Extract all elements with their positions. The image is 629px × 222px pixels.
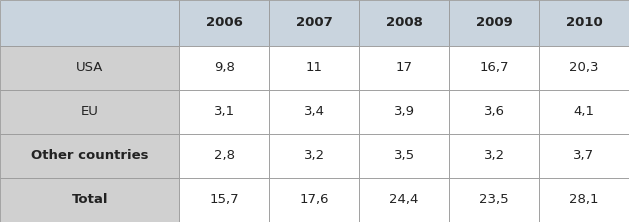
Bar <box>359 178 449 222</box>
Text: 2008: 2008 <box>386 16 423 29</box>
Text: Other countries: Other countries <box>31 149 148 162</box>
Text: USA: USA <box>76 61 103 74</box>
Bar <box>0 0 179 46</box>
Text: 2010: 2010 <box>565 16 603 29</box>
Text: 24,4: 24,4 <box>389 193 419 206</box>
Bar <box>0 178 179 222</box>
Bar <box>449 134 539 178</box>
Bar <box>449 0 539 46</box>
Text: 3,1: 3,1 <box>214 105 235 118</box>
Text: 2,8: 2,8 <box>214 149 235 162</box>
Bar <box>269 0 359 46</box>
Bar <box>269 90 359 134</box>
Bar <box>179 0 269 46</box>
Text: 9,8: 9,8 <box>214 61 235 74</box>
Bar <box>179 90 269 134</box>
Bar <box>0 90 179 134</box>
Bar <box>269 134 359 178</box>
Bar <box>359 46 449 90</box>
Bar <box>269 46 359 90</box>
Text: Total: Total <box>71 193 108 206</box>
Text: 3,6: 3,6 <box>484 105 504 118</box>
Bar <box>359 90 449 134</box>
Bar <box>179 46 269 90</box>
Bar <box>539 134 629 178</box>
Bar <box>0 134 179 178</box>
Bar <box>359 134 449 178</box>
Text: 23,5: 23,5 <box>479 193 509 206</box>
Text: 17: 17 <box>396 61 413 74</box>
Text: 3,9: 3,9 <box>394 105 415 118</box>
Bar <box>539 90 629 134</box>
Text: 3,5: 3,5 <box>394 149 415 162</box>
Bar <box>269 178 359 222</box>
Text: 3,2: 3,2 <box>484 149 504 162</box>
Text: 2007: 2007 <box>296 16 333 29</box>
Text: 4,1: 4,1 <box>574 105 594 118</box>
Text: 3,2: 3,2 <box>304 149 325 162</box>
Text: 17,6: 17,6 <box>299 193 329 206</box>
Text: 2009: 2009 <box>476 16 513 29</box>
Text: EU: EU <box>81 105 99 118</box>
Text: 28,1: 28,1 <box>569 193 599 206</box>
Bar <box>539 46 629 90</box>
Text: 11: 11 <box>306 61 323 74</box>
Text: 15,7: 15,7 <box>209 193 239 206</box>
Bar <box>449 46 539 90</box>
Bar <box>539 0 629 46</box>
Text: 3,4: 3,4 <box>304 105 325 118</box>
Bar <box>179 178 269 222</box>
Bar <box>449 90 539 134</box>
Text: 20,3: 20,3 <box>569 61 599 74</box>
Bar <box>359 0 449 46</box>
Bar <box>449 178 539 222</box>
Text: 3,7: 3,7 <box>574 149 594 162</box>
Text: 16,7: 16,7 <box>479 61 509 74</box>
Bar <box>0 46 179 90</box>
Bar <box>539 178 629 222</box>
Bar <box>179 134 269 178</box>
Text: 2006: 2006 <box>206 16 243 29</box>
